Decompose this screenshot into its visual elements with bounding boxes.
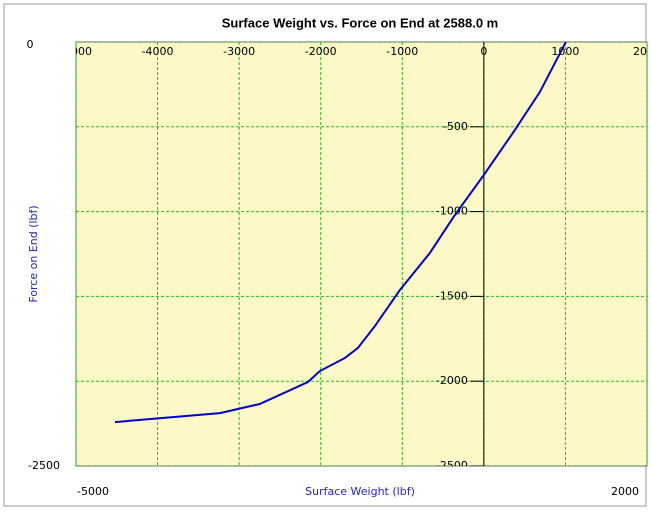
x-tick-label: -1000 (386, 45, 418, 58)
data-line (114, 42, 567, 424)
y-limit-label: 0 (27, 38, 34, 51)
y-axis-label: Force on End (lbf) (27, 205, 40, 302)
y-tick-label: -2000 (436, 374, 468, 387)
y-tick-label: -1000 (436, 205, 468, 218)
x-tick-label: 1000 (551, 45, 579, 58)
plot-content: -5000-4000-3000-2000-1000010002000-500-1… (60, 42, 651, 472)
x-tick-label: -2000 (305, 45, 337, 58)
chart-title: Surface Weight vs. Force on End at 2588.… (222, 15, 498, 30)
x-limit-label: 2000 (611, 485, 639, 498)
x-tick-label: 2000 (633, 45, 651, 58)
x-tick-label: -5000 (60, 45, 92, 58)
y-tick-label: -500 (443, 120, 468, 133)
plot-area (75, 41, 648, 467)
x-tick-label: -3000 (223, 45, 255, 58)
x-axis-label: Surface Weight (lbf) (305, 485, 415, 498)
x-tick-label: -4000 (142, 45, 174, 58)
y-tick-label: -2500 (436, 459, 468, 472)
y-tick-label: -1500 (436, 289, 468, 302)
y-limit-label: -2500 (28, 459, 60, 472)
x-limit-label: -5000 (77, 485, 109, 498)
